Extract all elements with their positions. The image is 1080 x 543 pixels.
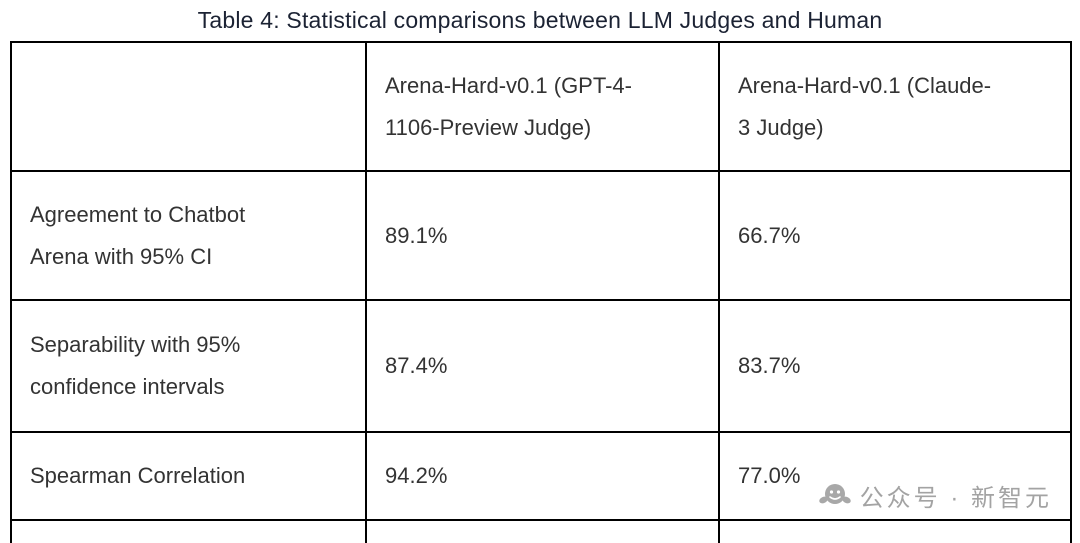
value-cell-gpt4: 87.4% (365, 299, 720, 433)
value-cell-gpt4: 0.07 (365, 519, 720, 543)
metric-label-cell: Spearman Correlation (10, 431, 367, 521)
table-row: Brier Score* 0.07 0.17 (10, 519, 1072, 543)
value-cell-gpt4: 94.2% (365, 431, 720, 521)
table-caption: Table 4: Statistical comparisons between… (197, 7, 883, 33)
empty-header-cell (10, 41, 367, 172)
value-cell-claude: 77.0% (718, 431, 1072, 521)
header-cell-gpt4-judge: Arena-Hard-v0.1 (GPT-4-1106-Preview Judg… (365, 41, 720, 172)
header-text-claude-judge: Arena-Hard-v0.1 (Claude-3 Judge) (738, 72, 992, 140)
metric-label-cell: Separability with 95% confidence interva… (10, 299, 367, 433)
value-cell-claude: 83.7% (718, 299, 1072, 433)
metric-label-cell: Brier Score* (10, 519, 367, 543)
metric-label: Separability with 95% confidence interva… (30, 332, 241, 399)
header-text-gpt4-judge: Arena-Hard-v0.1 (GPT-4-1106-Preview Judg… (385, 72, 632, 140)
header-cell-claude-judge: Arena-Hard-v0.1 (Claude-3 Judge) (718, 41, 1072, 172)
table-row: Agreement to Chatbot Arena with 95% CI 8… (10, 170, 1072, 301)
value-cell-gpt4: 89.1% (365, 170, 720, 301)
value-cell-claude: 0.17 (718, 519, 1072, 543)
metric-label: Agreement to Chatbot Arena with 95% CI (30, 201, 246, 269)
metric-label-cell: Agreement to Chatbot Arena with 95% CI (10, 170, 367, 301)
metric-label: Spearman Correlation (30, 463, 246, 489)
comparison-table: Arena-Hard-v0.1 (GPT-4-1106-Preview Judg… (10, 41, 1072, 543)
table-row: Separability with 95% confidence interva… (10, 299, 1072, 433)
table-row: Spearman Correlation 94.2% 77.0% (10, 431, 1072, 521)
table-header-row: Arena-Hard-v0.1 (GPT-4-1106-Preview Judg… (10, 41, 1072, 172)
value-cell-claude: 66.7% (718, 170, 1072, 301)
